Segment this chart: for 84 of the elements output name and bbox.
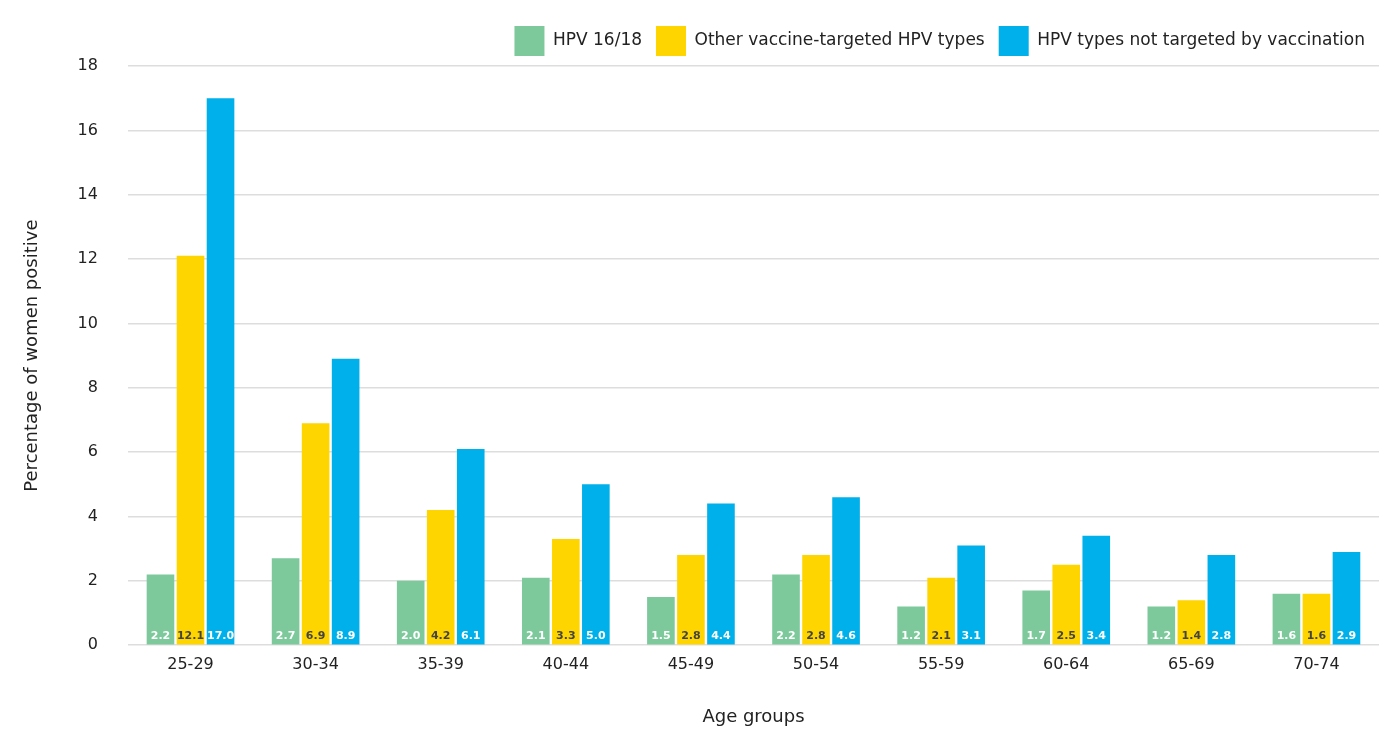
data-label: 2.9 xyxy=(1336,628,1357,642)
bar xyxy=(552,539,580,645)
data-label: 2.8 xyxy=(806,628,826,642)
bar xyxy=(1022,590,1051,645)
x-tick-label: 55-59 xyxy=(917,653,965,673)
data-label: 1.2 xyxy=(1151,628,1172,642)
y-tick-label: 12 xyxy=(77,248,98,268)
bar xyxy=(832,497,860,645)
x-tick-label: 40-44 xyxy=(542,653,590,673)
data-label: 17.0 xyxy=(206,628,235,642)
y-tick-label: 8 xyxy=(87,376,98,396)
data-label: 6.9 xyxy=(305,628,326,642)
data-label: 2.8 xyxy=(681,628,701,642)
y-axis-title: Percentage of women positive xyxy=(20,219,42,492)
bar xyxy=(802,555,830,645)
data-label: 1.4 xyxy=(1181,628,1202,642)
data-label: 4.2 xyxy=(430,628,451,642)
data-label: 8.9 xyxy=(335,628,356,642)
data-label: 2.2 xyxy=(150,628,171,642)
bar xyxy=(331,358,360,645)
x-tick-label: 35-39 xyxy=(417,653,464,673)
bar xyxy=(1207,555,1236,645)
x-tick-label: 65-69 xyxy=(1168,653,1215,673)
x-axis-title: Age groups xyxy=(702,704,805,726)
x-tick-label: 30-34 xyxy=(292,653,339,673)
bar xyxy=(301,423,330,645)
bar xyxy=(426,510,455,645)
x-tick-label: 70-74 xyxy=(1293,653,1340,673)
data-label: 2.0 xyxy=(400,628,421,642)
x-tick-label: 45-49 xyxy=(667,653,715,673)
data-label: 2.7 xyxy=(275,628,296,642)
bar xyxy=(1302,593,1331,645)
y-tick-label: 16 xyxy=(77,119,98,139)
data-label: 5.0 xyxy=(586,628,606,642)
bar xyxy=(772,574,800,645)
bar xyxy=(206,98,235,645)
bar xyxy=(1272,593,1301,645)
data-label: 1.6 xyxy=(1276,628,1297,642)
data-label: 2.1 xyxy=(931,628,951,642)
legend-label: Other vaccine-targeted HPV types xyxy=(694,29,985,50)
data-label: 2.2 xyxy=(776,628,796,642)
data-label: 1.7 xyxy=(1026,628,1046,642)
data-label: 4.4 xyxy=(711,628,732,642)
bar xyxy=(1052,564,1081,645)
data-label: 3.3 xyxy=(556,628,576,642)
data-label: 1.5 xyxy=(651,628,671,642)
data-label: 2.5 xyxy=(1056,628,1076,642)
bar xyxy=(1082,535,1111,645)
data-label: 12.1 xyxy=(176,628,205,642)
data-label: 6.1 xyxy=(460,628,481,642)
bar xyxy=(1177,600,1206,645)
bar xyxy=(647,596,675,645)
y-tick-label: 2 xyxy=(87,570,98,589)
bar xyxy=(677,555,705,645)
data-label: 1.6 xyxy=(1306,628,1327,642)
bar xyxy=(927,577,955,645)
data-label: 1.2 xyxy=(901,628,921,642)
y-tick-label: 0 xyxy=(87,634,98,654)
x-tick-label: 60-64 xyxy=(1042,653,1090,673)
bar xyxy=(957,545,985,645)
bar xyxy=(456,448,485,645)
bar xyxy=(146,574,175,645)
bar xyxy=(396,580,425,645)
bar xyxy=(897,606,925,645)
data-label: 4.6 xyxy=(836,628,857,642)
y-tick-label: 4 xyxy=(87,505,98,525)
data-label: 3.4 xyxy=(1086,628,1107,642)
y-tick-label: 10 xyxy=(77,312,98,332)
y-tick-label: 14 xyxy=(77,183,98,203)
data-label: 2.8 xyxy=(1211,628,1232,642)
bar xyxy=(1332,551,1361,645)
data-label: 2.1 xyxy=(526,628,546,642)
bar xyxy=(521,577,550,645)
x-tick-label: 50-54 xyxy=(792,653,840,673)
bar xyxy=(707,503,735,645)
legend-label: HPV types not targeted by vaccination xyxy=(1037,29,1366,50)
bar xyxy=(271,558,300,645)
data-label: 3.1 xyxy=(961,628,981,642)
y-tick-label: 18 xyxy=(77,55,98,75)
bar xyxy=(582,484,610,645)
legend-label: HPV 16/18 xyxy=(552,29,643,50)
y-tick-label: 6 xyxy=(87,441,98,461)
x-tick-label: 25-29 xyxy=(167,653,214,673)
bar xyxy=(176,255,205,645)
